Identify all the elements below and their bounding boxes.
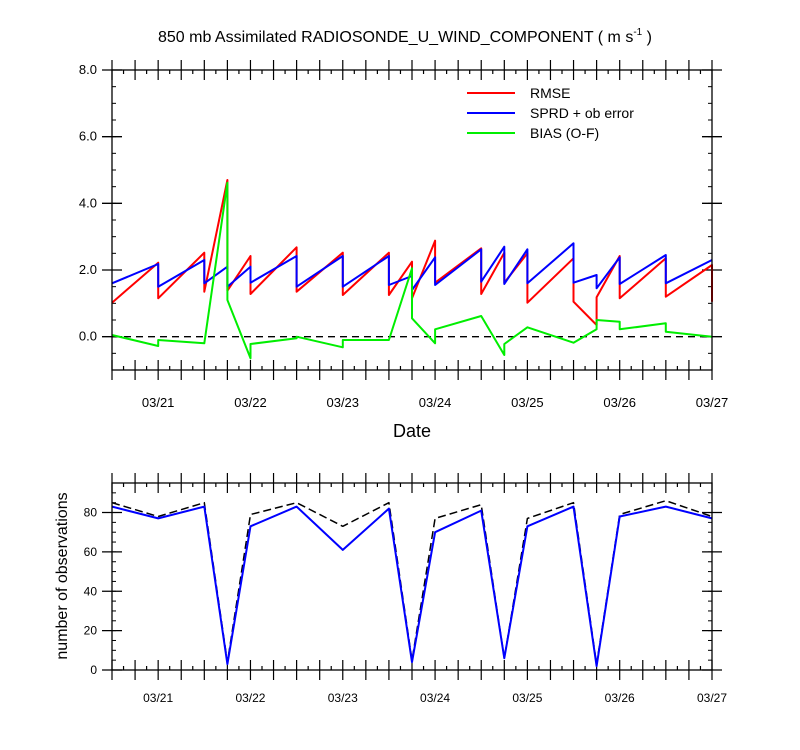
bottom-xtick-label: 03/26 [605,691,635,705]
bottom-series-possible [111,499,713,665]
bottom-series [111,499,713,668]
chart-title-close: ) [642,29,652,46]
top-ticks: 0.0 2.0 4.0 6.0 8.0 03/21 03/22 03/23 03/24 03/25… [79,60,728,410]
chart-title: 850 mb Assimilated RADIOSONDE_U_WIND_COM… [158,27,652,46]
bottom-ytick-label: 60 [84,545,98,559]
chart-title-unit-exponent: -1 [633,27,642,38]
top-xtick-label: 03/21 [142,395,175,410]
top-ytick-label: 0.0 [79,329,97,344]
top-xtick-label: 03/23 [326,395,359,410]
top-plot-frame [111,69,713,371]
top-xtick-label: 03/27 [696,395,729,410]
top-series-bias-o-f [111,181,713,360]
legend-rmse-label: RMSE [530,85,570,101]
bottom-xtick-label: 03/22 [235,691,265,705]
bottom-ytick-label: 80 [84,506,98,520]
bottom-xtick-label: 03/25 [512,691,542,705]
top-xtick-label: 03/22 [234,395,267,410]
legend-bias-label: BIAS (O-F) [530,125,599,141]
legend: RMSE SPRD + ob error BIAS (O-F) [467,85,634,141]
top-xtick-label: 03/26 [603,395,636,410]
chart-title-main: 850 mb Assimilated RADIOSONDE_U_WIND_COM… [158,29,633,46]
bottom-xtick-label: 03/24 [420,691,450,705]
top-xtick-label: 03/24 [419,395,452,410]
top-ytick-label: 2.0 [79,262,97,277]
bottom-ytick-label: 0 [90,663,97,677]
bottom-ticks: 0 20 40 60 80 03/21 03/22 03/23 03/24 03/25 03/26 0… [84,473,727,705]
bottom-xtick-label: 03/21 [143,691,173,705]
bottom-ytick-label: 20 [84,624,98,638]
x-axis-label: Date [393,421,431,441]
top-ytick-label: 6.0 [79,129,97,144]
top-series [111,179,713,360]
top-xtick-label: 03/25 [511,395,544,410]
legend-sprd-label: SPRD + ob error [530,105,634,121]
y-axis-label-observations: number of observations [54,492,71,659]
bottom-xtick-label: 03/23 [328,691,358,705]
top-ytick-label: 4.0 [79,195,97,210]
bottom-ytick-label: 40 [84,584,98,598]
bottom-series-assimilated [111,505,713,668]
top-chart: 0.0 2.0 4.0 6.0 8.0 03/21 03/22 03/23 03/24 03/25… [79,60,728,441]
bottom-chart: 0 20 40 60 80 03/21 03/22 03/23 03/24 03/25 03/26 0… [54,473,727,705]
bottom-plot-frame [111,482,713,671]
top-ytick-label: 8.0 [79,62,97,77]
bottom-xtick-label: 03/27 [697,691,727,705]
